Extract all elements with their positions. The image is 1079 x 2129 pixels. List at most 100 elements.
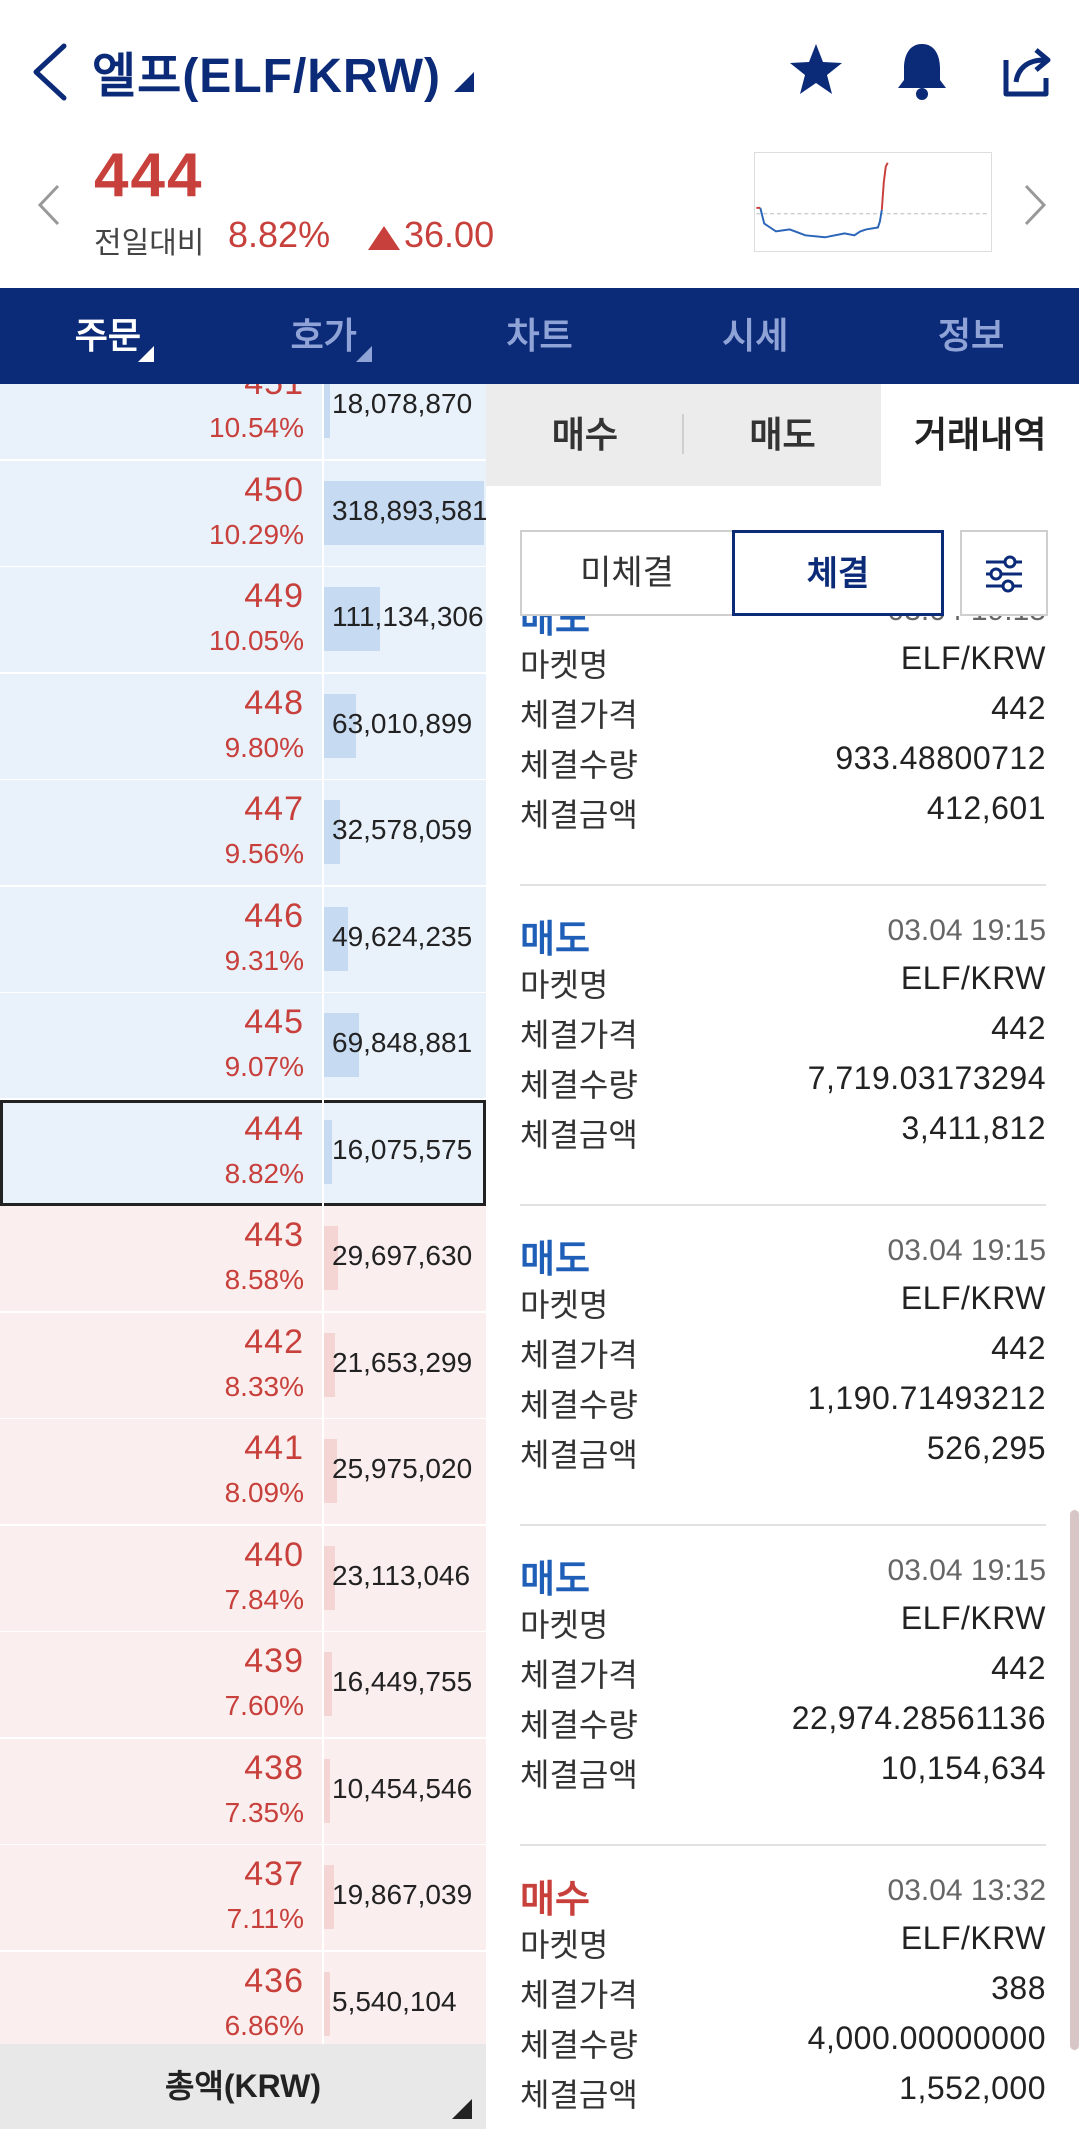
field-label: 마켓명 bbox=[520, 1927, 609, 1963]
up-triangle-icon bbox=[368, 226, 400, 250]
bid-row[interactable]: 437 7.11% 19,867,039 bbox=[0, 1845, 486, 1951]
field-value: ELF/KRW bbox=[900, 1600, 1046, 1636]
bid-row[interactable]: 439 7.60% 16,449,755 bbox=[0, 1632, 486, 1738]
corner-caret-icon bbox=[452, 2099, 472, 2119]
price-cell[interactable]: 442 8.33% bbox=[0, 1313, 322, 1419]
price-cell[interactable]: 443 8.58% bbox=[0, 1206, 322, 1312]
field-label: 체결가격 bbox=[520, 1977, 638, 2013]
trade-field-price: 체결가격 442 bbox=[520, 1330, 1046, 1380]
price-cell[interactable]: 449 10.05% bbox=[0, 567, 322, 673]
trade-item[interactable]: 매도 03.04 19:15 마켓명 ELF/KRW 체결가격 442 체결수량 933.48… bbox=[520, 616, 1046, 886]
volume-depth-bar bbox=[324, 906, 348, 971]
volume-depth-bar bbox=[324, 1332, 335, 1397]
tab-info[interactable]: 정보 bbox=[937, 315, 1005, 356]
row-price: 446 bbox=[244, 896, 304, 935]
row-change-percent: 9.07% bbox=[224, 1051, 304, 1082]
trade-side: 매도 bbox=[520, 919, 590, 961]
tab-market-price[interactable]: 시세 bbox=[722, 315, 789, 356]
subtab-history[interactable]: 거래내역 bbox=[881, 384, 1079, 486]
row-volume: 32,578,059 bbox=[332, 814, 473, 845]
price-cell[interactable]: 440 7.84% bbox=[0, 1526, 322, 1632]
trade-field-price: 체결가격 388 bbox=[520, 1970, 1046, 2020]
field-label: 체결금액 bbox=[520, 1437, 638, 1473]
share-icon[interactable] bbox=[996, 38, 1056, 102]
bid-row[interactable]: 438 7.35% 10,454,546 bbox=[0, 1738, 486, 1845]
cell-divider bbox=[322, 1845, 324, 1951]
bid-row[interactable]: 436 6.86% 5,540,104 bbox=[0, 1951, 486, 2045]
trade-item[interactable]: 매도 03.04 19:15 마켓명 ELF/KRW 체결가격 442 체결수량 1,190.… bbox=[520, 1206, 1046, 1526]
row-volume: 25,975,020 bbox=[332, 1453, 473, 1484]
subtab-sell[interactable]: 매도 bbox=[749, 414, 816, 455]
filter-open-orders[interactable]: 미체결 bbox=[520, 530, 734, 616]
row-volume: 318,893,581 bbox=[332, 494, 486, 526]
market-title[interactable]: 엘프(ELF/KRW) bbox=[92, 50, 442, 103]
cell-divider bbox=[322, 1951, 324, 2044]
price-cell[interactable]: 438 7.35% bbox=[0, 1739, 322, 1845]
ask-row[interactable]: 449 10.05% 111,134,306 bbox=[0, 567, 486, 673]
price-summary: 444 전일대비 8.82% 36.00 bbox=[0, 140, 1079, 288]
cell-divider bbox=[322, 1738, 324, 1845]
field-label: 체결수량 bbox=[520, 1387, 638, 1423]
volume-depth-bar bbox=[324, 1545, 335, 1610]
row-price: 444 bbox=[244, 1109, 304, 1148]
mini-price-chart[interactable] bbox=[754, 152, 992, 252]
orderbook-total-toggle[interactable]: 총액(KRW) bbox=[0, 2044, 486, 2129]
ask-row[interactable]: 448 9.80% 63,010,899 bbox=[0, 673, 486, 780]
bid-row[interactable]: 443 8.58% 29,697,630 bbox=[0, 1206, 486, 1312]
trade-item[interactable]: 매도 03.04 19:15 마켓명 ELF/KRW 체결가격 442 체결수량 7,719.… bbox=[520, 886, 1046, 1206]
tab-orderbook[interactable]: 호가 bbox=[216, 288, 432, 384]
field-value: 442 bbox=[991, 1330, 1046, 1366]
bid-row[interactable]: 441 8.09% 25,975,020 bbox=[0, 1419, 486, 1525]
scrollbar[interactable] bbox=[1070, 1510, 1079, 2050]
tab-order[interactable]: 주문 bbox=[0, 288, 216, 384]
price-cell[interactable]: 446 9.31% bbox=[0, 887, 322, 993]
volume-depth-bar bbox=[324, 1119, 332, 1184]
tab-chart[interactable]: 차트 bbox=[506, 315, 573, 356]
order-subtabs: 매수 매도 거래내역 bbox=[486, 384, 1079, 486]
price-cell[interactable]: 444 8.82% bbox=[0, 1100, 322, 1206]
ask-row[interactable]: 451 10.54% 18,078,870 bbox=[0, 384, 486, 460]
price-cell[interactable]: 437 7.11% bbox=[0, 1845, 322, 1951]
field-value: 388 bbox=[991, 1970, 1046, 2006]
trade-field-amount: 체결금액 1,552,000 bbox=[520, 2070, 1046, 2120]
back-icon[interactable] bbox=[28, 40, 72, 104]
price-cell[interactable]: 441 8.09% bbox=[0, 1419, 322, 1525]
row-volume: 16,449,755 bbox=[332, 1666, 473, 1697]
row-volume: 10,454,546 bbox=[332, 1772, 473, 1804]
price-cell[interactable]: 436 6.86% bbox=[0, 1952, 322, 2045]
row-change-percent: 8.58% bbox=[224, 1264, 304, 1295]
bell-icon[interactable] bbox=[892, 38, 952, 102]
price-cell[interactable]: 439 7.60% bbox=[0, 1632, 322, 1738]
row-change-percent: 9.80% bbox=[224, 731, 304, 763]
trade-side: 매도 bbox=[520, 1559, 590, 1601]
field-value: ELF/KRW bbox=[900, 960, 1046, 996]
price-cell[interactable]: 451 10.54% bbox=[0, 384, 322, 460]
star-icon[interactable] bbox=[786, 38, 846, 102]
ask-row[interactable]: 447 9.56% 32,578,059 bbox=[0, 780, 486, 886]
row-change-percent: 7.35% bbox=[224, 1796, 304, 1828]
field-label: 마켓명 bbox=[520, 967, 609, 1003]
bid-row[interactable]: 440 7.84% 23,113,046 bbox=[0, 1525, 486, 1632]
field-value: 7,719.03173294 bbox=[807, 1060, 1046, 1096]
trade-item[interactable]: 매도 03.04 19:15 마켓명 ELF/KRW 체결가격 442 체결수량 22,974… bbox=[520, 1526, 1046, 1846]
filter-filled-orders[interactable]: 체결 bbox=[732, 530, 944, 616]
price-cell[interactable]: 450 10.29% bbox=[0, 461, 322, 567]
volume-depth-bar bbox=[324, 384, 330, 438]
ask-row[interactable]: 450 10.29% 318,893,581 bbox=[0, 460, 486, 567]
ask-row[interactable]: 444 8.82% 16,075,575 bbox=[0, 1099, 486, 1206]
ask-row[interactable]: 445 9.07% 69,848,881 bbox=[0, 993, 486, 1099]
history-filter: 미체결 체결 bbox=[520, 530, 1052, 616]
next-market-icon[interactable] bbox=[1022, 182, 1050, 228]
prev-market-icon[interactable] bbox=[34, 182, 62, 228]
ask-row[interactable]: 446 9.31% 49,624,235 bbox=[0, 886, 486, 993]
bid-row[interactable]: 442 8.33% 21,653,299 bbox=[0, 1312, 486, 1419]
price-cell[interactable]: 448 9.80% bbox=[0, 674, 322, 780]
subtab-buy[interactable]: 매수 bbox=[486, 384, 684, 486]
trade-item[interactable]: 매수 03.04 13:32 마켓명 ELF/KRW 체결가격 388 체결수량 4,000.… bbox=[520, 1846, 1046, 2129]
cell-divider bbox=[322, 1099, 324, 1206]
price-cell[interactable]: 447 9.56% bbox=[0, 780, 322, 886]
price-cell[interactable]: 445 9.07% bbox=[0, 993, 322, 1099]
market-select-caret-icon[interactable] bbox=[454, 72, 474, 92]
filter-settings-button[interactable] bbox=[960, 530, 1048, 616]
row-price: 441 bbox=[244, 1429, 304, 1467]
